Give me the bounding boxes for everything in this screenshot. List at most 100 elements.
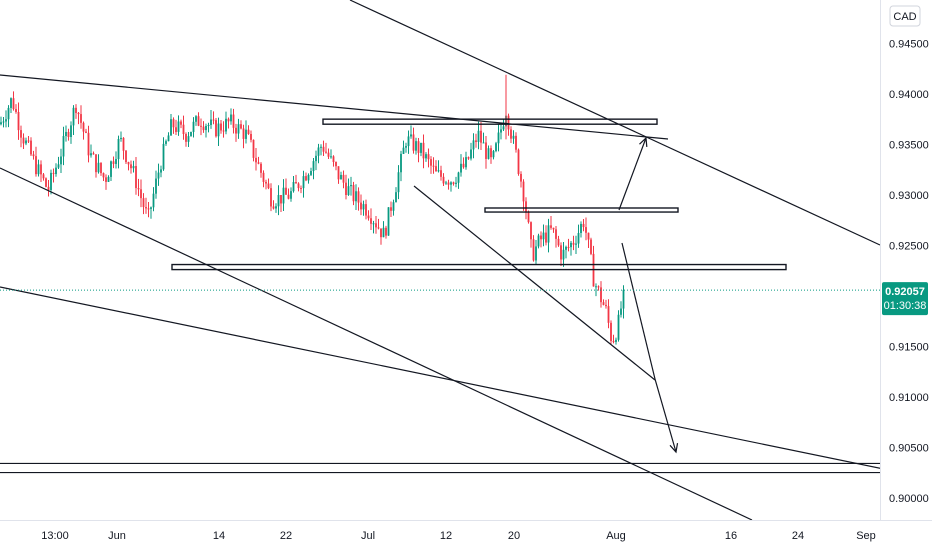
channel-line-lower-left[interactable]: [0, 167, 753, 520]
candle-body: [235, 127, 237, 134]
candle-body: [405, 146, 407, 148]
candle-body: [370, 218, 372, 224]
currency-button[interactable]: CAD: [889, 5, 921, 27]
candle-body: [112, 161, 115, 164]
candle-body: [395, 192, 397, 203]
candle-body: [552, 227, 555, 230]
candle-body: [350, 184, 352, 187]
trendline-top-resistance[interactable]: [0, 74, 669, 140]
price-axis[interactable]: 0.94500 0.94000 0.93500 0.93000 0.92500 0.915…: [889, 38, 929, 504]
candle-body: [10, 98, 12, 108]
candle-body: [197, 116, 200, 126]
candle-body: [290, 191, 292, 199]
candle-body: [92, 153, 95, 155]
candle-body: [200, 125, 202, 127]
candle-body: [605, 304, 607, 307]
candle-body: [295, 182, 297, 184]
candle-body: [327, 152, 330, 157]
candle-body: [412, 134, 415, 151]
candle-body: [32, 154, 35, 157]
candle-body: [525, 201, 527, 213]
candle-body: [602, 302, 605, 305]
time-tick-label: 14: [213, 530, 225, 542]
candle-body: [237, 124, 240, 134]
candle-body: [482, 142, 485, 144]
candle-body: [342, 174, 345, 183]
candle-body: [390, 207, 392, 211]
candle-body: [355, 191, 357, 202]
candle-body: [382, 227, 385, 238]
time-tick-label: Aug: [606, 530, 626, 542]
candle-body: [532, 239, 535, 261]
candle-body: [487, 148, 490, 159]
trendline-long-support[interactable]: [0, 286, 932, 479]
candle-body: [300, 188, 302, 190]
trendline-upper-descending[interactable]: [349, 0, 880, 246]
candle-body: [280, 194, 282, 204]
candle-body: [480, 130, 482, 143]
candle-body: [52, 172, 55, 175]
candle-body: [375, 223, 377, 228]
candle-body: [210, 119, 212, 126]
candle-body: [512, 135, 515, 139]
resistance-zone-top[interactable]: [322, 118, 658, 125]
projection-line-down[interactable]: [621, 242, 656, 380]
candle-body: [540, 235, 542, 240]
candle-body: [307, 174, 310, 181]
arrow-down[interactable]: [654, 378, 677, 453]
candle-body: [120, 137, 122, 140]
candle-body: [252, 139, 255, 158]
candle-body: [2, 121, 5, 123]
candles-layer: [0, 74, 625, 345]
candle-body: [180, 121, 182, 125]
candle-body: [187, 136, 190, 142]
price-tick-label: 0.92500: [889, 240, 929, 252]
candle-body: [97, 162, 100, 173]
candle-body: [220, 123, 222, 131]
price-tick-label: 0.93000: [889, 190, 929, 202]
candle-body: [230, 114, 232, 122]
candle-body: [170, 119, 172, 136]
candle-body: [190, 131, 192, 137]
candle-body: [227, 118, 230, 122]
candle-body: [177, 121, 180, 132]
candle-body: [437, 170, 440, 172]
candle-body: [367, 215, 370, 219]
candle-body: [37, 164, 40, 175]
candle-body: [345, 182, 347, 196]
candle-body: [215, 120, 217, 137]
candle-body: [537, 235, 540, 247]
candle-body: [340, 174, 342, 180]
arrow-up[interactable]: [618, 137, 647, 211]
wedge-lower-line[interactable]: [413, 185, 656, 381]
candle-body: [22, 137, 25, 144]
time-axis[interactable]: 13:00 Jun 14 22 Jul 12 20 Aug 16 24 Sep: [41, 530, 876, 542]
candle-body: [475, 140, 477, 142]
candle-body: [570, 242, 572, 248]
candle-body: [130, 164, 132, 169]
candle-body: [185, 133, 187, 142]
candle-body: [257, 162, 260, 164]
candle-body: [145, 207, 147, 209]
candle-body: [372, 223, 375, 225]
time-tick-label: 22: [280, 530, 292, 542]
candle-body: [277, 194, 280, 207]
candle-body: [282, 187, 285, 204]
price-tick-label: 0.90000: [889, 493, 929, 505]
support-zone[interactable]: [171, 263, 787, 271]
candle-body: [460, 163, 462, 173]
candle-body: [287, 194, 290, 199]
candle-body: [612, 341, 615, 343]
candle-body: [377, 227, 380, 229]
candle-body: [132, 166, 135, 169]
candle-body: [325, 151, 327, 153]
candle-body: [472, 140, 475, 150]
resistance-zone-mid[interactable]: [484, 207, 679, 213]
countdown-timer: 01:30:38: [884, 300, 927, 312]
candle-body: [530, 222, 532, 240]
candle-body: [107, 176, 110, 182]
candle-body: [502, 126, 505, 130]
time-tick-label: Sep: [856, 530, 876, 542]
